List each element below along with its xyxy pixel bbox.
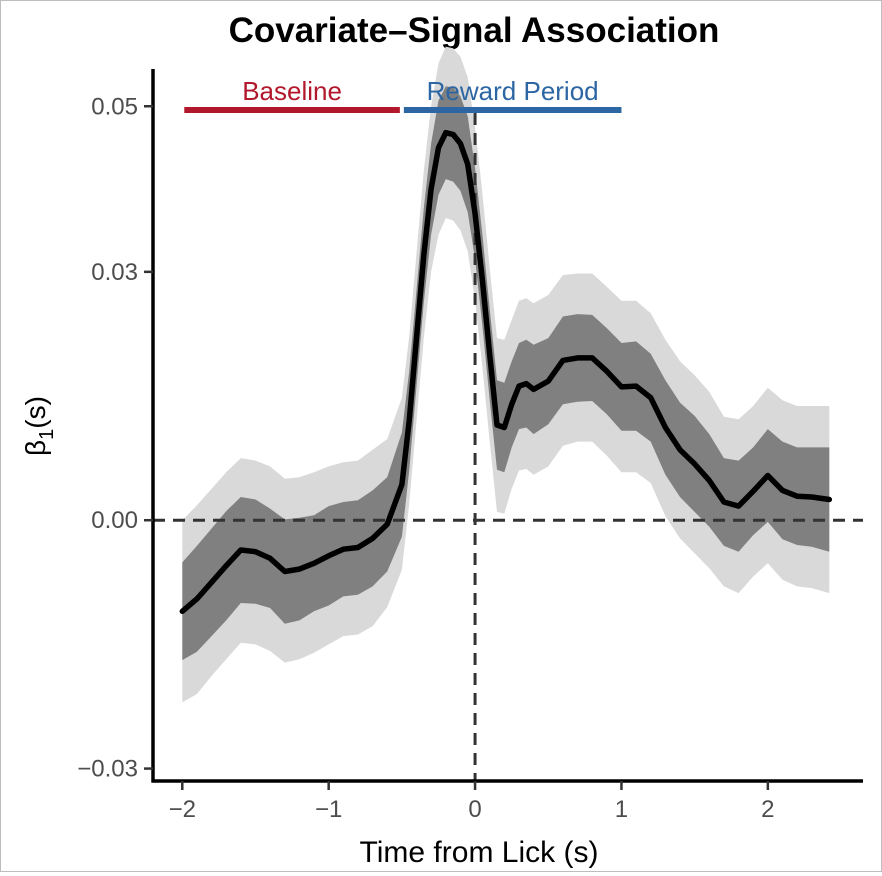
estimate-line [179, 129, 833, 615]
x-tick-label: 1 [615, 796, 628, 823]
x-tick-label: −2 [169, 796, 196, 823]
x-tick-label: 2 [761, 796, 774, 823]
x-tick-label: 0 [468, 796, 481, 823]
period-label-0: Baseline [242, 76, 342, 106]
x-axis-label: Time from Lick (s) [360, 836, 599, 869]
y-tick-label: 0.00 [91, 507, 138, 534]
confidence-bands [182, 46, 830, 703]
y-axis-label-main: β [20, 440, 51, 456]
x-axis-ticks: −2 −1 0 1 2 [169, 781, 775, 823]
y-axis-label-sub: 1 [36, 429, 58, 440]
inner-band [182, 86, 830, 661]
period-bars: Baseline Reward Period [184, 76, 622, 113]
chart-title: Covariate–Signal Association [229, 11, 720, 50]
y-axis-ticks: −0.03 0.00 0.03 0.05 [77, 93, 153, 783]
estimate-line-group [179, 129, 833, 615]
y-tick-label: −0.03 [77, 756, 138, 783]
period-label-1: Reward Period [427, 76, 599, 106]
svg-text:β1(s): β1(s) [20, 396, 58, 456]
y-tick-label: 0.03 [91, 259, 138, 286]
y-axis-label: β1(s) [20, 396, 58, 456]
x-tick-label: −1 [315, 796, 342, 823]
y-axis-label-suffix: (s) [20, 396, 51, 429]
y-tick-label: 0.05 [91, 93, 138, 120]
